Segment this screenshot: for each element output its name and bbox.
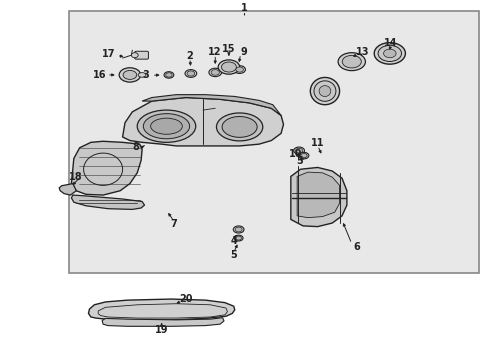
Ellipse shape [184,69,196,77]
Ellipse shape [165,73,172,77]
Ellipse shape [300,153,306,158]
Ellipse shape [235,227,242,232]
Text: 19: 19 [155,325,168,335]
Polygon shape [290,167,346,226]
Ellipse shape [222,117,257,137]
Text: 12: 12 [207,47,221,57]
Ellipse shape [119,68,141,82]
Text: 17: 17 [102,49,116,59]
Polygon shape [102,318,224,326]
Ellipse shape [216,113,262,141]
Ellipse shape [233,66,245,73]
Ellipse shape [299,152,308,159]
Ellipse shape [187,71,194,76]
Ellipse shape [137,110,195,142]
Polygon shape [122,98,283,146]
Ellipse shape [131,53,138,58]
Text: 5: 5 [230,250,237,260]
Text: 15: 15 [222,44,235,54]
Ellipse shape [373,42,405,64]
Polygon shape [71,141,142,195]
Text: 4: 4 [230,236,237,246]
Ellipse shape [233,226,244,233]
Text: 18: 18 [68,172,82,182]
Polygon shape [142,95,281,116]
Text: 16: 16 [93,70,106,80]
Ellipse shape [208,68,221,77]
Text: 2: 2 [186,50,193,60]
Text: 14: 14 [383,38,397,48]
Ellipse shape [123,71,137,80]
Ellipse shape [143,114,189,139]
Text: 20: 20 [179,294,192,304]
Text: 6: 6 [352,242,359,252]
Text: 13: 13 [355,47,368,57]
Ellipse shape [211,69,219,75]
Text: 11: 11 [310,138,324,148]
Text: 5: 5 [296,156,303,166]
Text: 1: 1 [241,3,247,13]
Ellipse shape [383,49,395,58]
Ellipse shape [293,147,304,154]
Polygon shape [59,184,76,195]
Ellipse shape [342,55,361,68]
Ellipse shape [218,60,239,74]
Ellipse shape [235,67,243,72]
Text: 3: 3 [142,70,149,80]
FancyBboxPatch shape [69,12,478,273]
Ellipse shape [138,73,146,77]
Text: 7: 7 [170,219,177,229]
Ellipse shape [234,235,243,241]
Ellipse shape [310,77,339,105]
Ellipse shape [235,236,241,240]
Polygon shape [88,299,234,320]
Ellipse shape [337,53,365,71]
FancyBboxPatch shape [135,51,148,59]
Text: 8: 8 [133,142,140,152]
Ellipse shape [221,62,236,72]
Ellipse shape [295,148,302,153]
Ellipse shape [319,86,330,96]
Text: 10: 10 [289,149,303,159]
Ellipse shape [150,118,182,134]
Text: 9: 9 [240,46,246,57]
Ellipse shape [377,45,401,62]
Ellipse shape [313,81,335,101]
Polygon shape [71,195,144,210]
Polygon shape [297,172,339,218]
Ellipse shape [163,72,173,78]
